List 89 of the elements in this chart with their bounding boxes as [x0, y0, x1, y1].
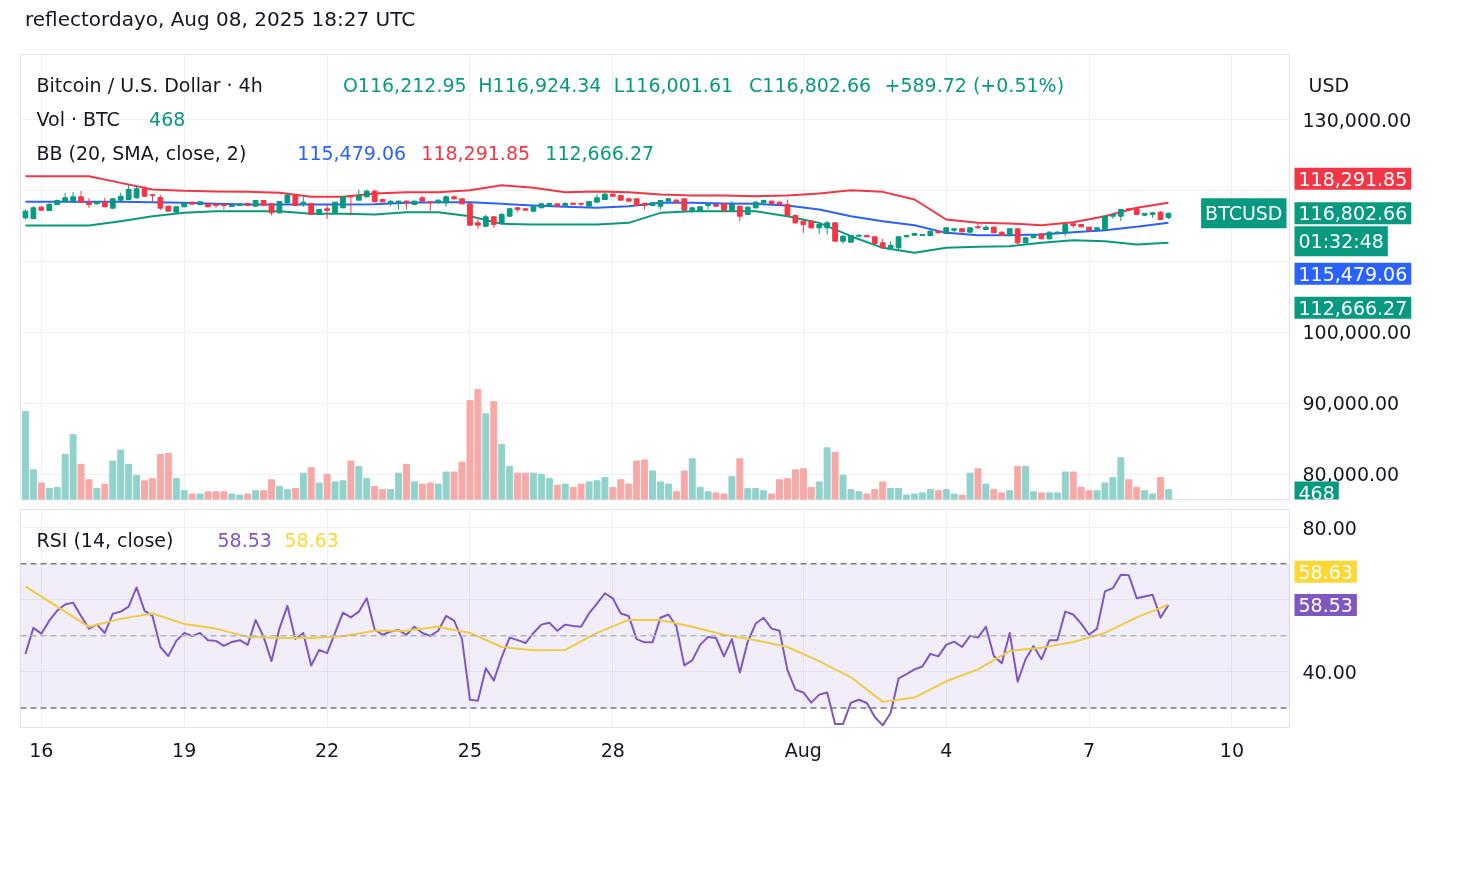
bar [482, 413, 490, 500]
candlestick [62, 192, 69, 204]
x-tick-label: 16 [29, 738, 54, 761]
bar [307, 467, 315, 500]
bar [490, 401, 498, 500]
candlestick [348, 194, 354, 216]
text: Bitcoin / U.S. Dollar · 4h [36, 73, 263, 96]
x-tick-label: 25 [457, 738, 483, 761]
legend-title: BB (20, SMA, close, 2) [36, 141, 247, 164]
y-tick-label: 130,000.00 [1302, 108, 1412, 131]
line-series [24, 175, 1170, 227]
text: 116,802.66 [1298, 202, 1408, 225]
bar [1037, 492, 1045, 500]
annotation: H116,924.34 [478, 73, 602, 96]
candlestick [983, 224, 989, 231]
bar [188, 493, 196, 500]
line-series [24, 585, 1170, 703]
x-tick-label: 19 [172, 738, 197, 761]
bar [736, 458, 744, 500]
bar [299, 472, 307, 500]
bar [291, 488, 299, 500]
bar [323, 473, 331, 500]
bar [1006, 490, 1014, 500]
annotation: 468 [149, 107, 186, 130]
candlestick [832, 221, 838, 243]
chart-title: Vol · BTC [36, 107, 120, 130]
x-tick-label: 7 [1083, 738, 1096, 761]
bar [728, 475, 736, 500]
candlestick [86, 197, 92, 209]
line-series [24, 573, 1170, 727]
bar [974, 468, 982, 500]
y-tick-label: 90,000.00 [1302, 392, 1400, 415]
text: 118,291.85 [1298, 167, 1408, 190]
bar [1164, 489, 1172, 500]
text: 112,666.27 [1298, 296, 1408, 319]
annotation: 118,291.85 [421, 141, 531, 164]
annotation: 112,666.27 [545, 141, 655, 164]
bar [402, 463, 410, 500]
text: 01:32:48 [1298, 230, 1384, 253]
annotation: +589.72 (+0.51%) [884, 73, 1065, 96]
line-series [24, 200, 1170, 237]
bar [982, 483, 990, 500]
bar [561, 483, 569, 500]
annotation: L116,001.61 [613, 73, 734, 96]
text: RSI (14, close) [36, 528, 174, 551]
y-tick-label: 100,000.00 [1302, 321, 1412, 344]
candlestick [824, 220, 831, 235]
annotation: C116,802.66 [749, 73, 872, 96]
y-tick-label: 80.00 [1302, 516, 1357, 539]
y-tick-label: 40.00 [1302, 660, 1357, 683]
bar [252, 490, 260, 500]
text: 58.63 [1298, 560, 1353, 583]
annotation: BTCUSD [1205, 202, 1283, 225]
bar [966, 472, 974, 500]
text: 115,479.06 [1298, 262, 1408, 285]
annotation: O116,212.95 [342, 73, 467, 96]
bar [553, 484, 561, 500]
candlestick [70, 191, 76, 204]
annotation: 58.53 [217, 528, 272, 551]
bar [93, 488, 101, 500]
annotation: 115,479.06 [297, 141, 407, 164]
bar [1014, 466, 1022, 500]
x-tick-label: 22 [315, 738, 340, 761]
annotation: 58.63 [284, 528, 339, 551]
bar [101, 483, 109, 500]
bar [37, 482, 45, 500]
bar [958, 494, 966, 500]
y-axis-title: USD [1308, 73, 1350, 96]
bar [410, 481, 418, 500]
bar [347, 460, 355, 500]
candlestick [451, 194, 457, 201]
bar [831, 451, 839, 500]
candlestick [221, 203, 227, 211]
x-tick-label: 28 [600, 738, 625, 761]
bar [1157, 477, 1164, 500]
candlestick [324, 203, 330, 220]
candlestick [213, 203, 219, 209]
bar [315, 482, 323, 500]
candlestick [475, 219, 481, 230]
x-tick-label: Aug [784, 738, 822, 761]
bar [934, 490, 942, 500]
text: 58.53 [1298, 594, 1353, 617]
candlestick [1094, 226, 1100, 233]
x-tick-label: 10 [1219, 738, 1245, 761]
bar [244, 493, 252, 500]
x-tick-label: 4 [940, 738, 953, 761]
chart-subtitle: reflectordayo, Aug 08, 2025 18:27 UTC [25, 6, 416, 33]
candlestick [856, 233, 862, 237]
bar [196, 493, 204, 500]
